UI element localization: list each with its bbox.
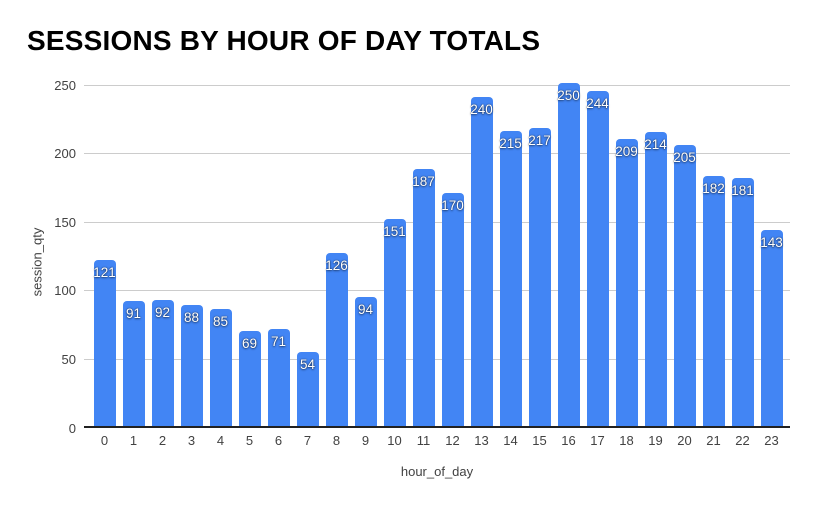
bar-hour-22 bbox=[731, 177, 754, 426]
gridline-200 bbox=[84, 153, 790, 155]
bar-hour-4 bbox=[209, 309, 232, 426]
bar-value-label: 121 bbox=[93, 264, 116, 280]
bar-hour-10 bbox=[383, 218, 406, 426]
bar-value-label: 126 bbox=[325, 258, 348, 274]
y-tick-label-50: 50 bbox=[61, 351, 76, 367]
y-tick-label-250: 250 bbox=[54, 77, 76, 93]
y-tick-label-0: 0 bbox=[68, 420, 76, 436]
x-tick-label-15: 15 bbox=[532, 433, 547, 448]
gridline-150 bbox=[84, 221, 790, 223]
bar-hour-8 bbox=[325, 253, 348, 426]
x-tick-label-14: 14 bbox=[503, 433, 518, 448]
x-tick-label-3: 3 bbox=[187, 433, 196, 448]
x-tick-label-21: 21 bbox=[706, 433, 721, 448]
bar-value-label: 143 bbox=[760, 234, 783, 250]
x-tick-label-13: 13 bbox=[474, 433, 489, 448]
gridline-100 bbox=[84, 290, 790, 292]
bar-hour-3 bbox=[180, 305, 203, 426]
bar-value-label: 244 bbox=[586, 96, 609, 112]
bar-hour-17 bbox=[586, 91, 609, 426]
chart-title: SESSIONS BY HOUR OF DAY TOTALS bbox=[27, 25, 541, 56]
x-axis-title: hour_of_day bbox=[400, 464, 474, 479]
bar-hour-9 bbox=[354, 297, 377, 426]
x-tick-label-4: 4 bbox=[216, 433, 225, 448]
bar-value-label: 240 bbox=[470, 101, 493, 117]
bar-value-label: 88 bbox=[183, 310, 200, 326]
y-tick-label-150: 150 bbox=[54, 214, 76, 230]
gridline-250 bbox=[84, 84, 790, 86]
x-tick-label-20: 20 bbox=[677, 433, 692, 448]
bar-value-label: 71 bbox=[270, 333, 287, 349]
x-tick-label-11: 11 bbox=[416, 433, 431, 448]
bar-hour-5 bbox=[238, 331, 261, 426]
gridline-50 bbox=[84, 358, 790, 360]
bar-hour-18 bbox=[615, 139, 638, 426]
bar-hour-21 bbox=[702, 176, 725, 426]
plot-area: 121 91 92 88 85 69 71 54 126 94 151 187 170 240 215 217… bbox=[84, 83, 790, 428]
x-tick-label-1: 1 bbox=[129, 433, 138, 448]
bar-hour-11 bbox=[412, 169, 435, 426]
x-tick-label-10: 10 bbox=[387, 433, 402, 448]
x-tick-label-7: 7 bbox=[303, 433, 312, 448]
y-tick-label-100: 100 bbox=[54, 283, 76, 299]
bar-value-label: 92 bbox=[154, 304, 171, 320]
bar-hour-14 bbox=[499, 131, 522, 426]
bar-hour-2 bbox=[151, 299, 174, 426]
y-axis-title: session_qty bbox=[29, 227, 45, 297]
bar-hour-19 bbox=[644, 132, 667, 426]
bar-hour-20 bbox=[673, 144, 696, 426]
bar-hour-23 bbox=[760, 229, 783, 426]
bar-value-label: 170 bbox=[441, 197, 464, 213]
bar-hour-16 bbox=[557, 83, 580, 426]
bar-value-label: 215 bbox=[499, 136, 522, 152]
x-tick-label-19: 19 bbox=[648, 433, 663, 448]
bar-value-label: 94 bbox=[357, 302, 374, 318]
x-tick-label-8: 8 bbox=[332, 433, 341, 448]
bar-hour-13 bbox=[470, 96, 493, 426]
bar-hour-1 bbox=[122, 301, 145, 426]
x-tick-label-23: 23 bbox=[764, 433, 779, 448]
bar-value-label: 85 bbox=[212, 314, 229, 330]
bar-value-label: 91 bbox=[125, 306, 142, 322]
bar-value-label: 151 bbox=[383, 223, 406, 239]
bar-value-label: 182 bbox=[702, 181, 725, 197]
x-tick-label-0: 0 bbox=[100, 433, 109, 448]
bar-hour-12 bbox=[441, 192, 464, 426]
bar-value-label: 205 bbox=[673, 149, 696, 165]
x-tick-label-17: 17 bbox=[590, 433, 605, 448]
bar-hour-7 bbox=[296, 351, 319, 426]
bar-value-label: 250 bbox=[557, 88, 580, 103]
bar-hour-6 bbox=[267, 328, 290, 426]
bar-value-label: 187 bbox=[412, 174, 435, 190]
x-tick-label-2: 2 bbox=[158, 433, 167, 448]
bar-value-label: 69 bbox=[241, 336, 258, 352]
y-tick-label-200: 200 bbox=[54, 146, 76, 162]
bar-value-label: 181 bbox=[731, 182, 754, 198]
bar-hour-15 bbox=[528, 128, 551, 426]
bar-value-label: 217 bbox=[528, 133, 551, 149]
x-tick-label-16: 16 bbox=[561, 433, 576, 448]
x-tick-label-9: 9 bbox=[361, 433, 370, 448]
x-tick-label-6: 6 bbox=[274, 433, 283, 448]
bar-value-label: 209 bbox=[615, 144, 638, 160]
x-tick-label-18: 18 bbox=[619, 433, 634, 448]
x-tick-label-12: 12 bbox=[445, 433, 460, 448]
x-tick-label-22: 22 bbox=[735, 433, 750, 448]
bar-value-label: 214 bbox=[644, 137, 667, 153]
bar-hour-0 bbox=[93, 260, 116, 426]
x-tick-label-5: 5 bbox=[245, 433, 254, 448]
bar-value-label: 54 bbox=[299, 356, 316, 372]
